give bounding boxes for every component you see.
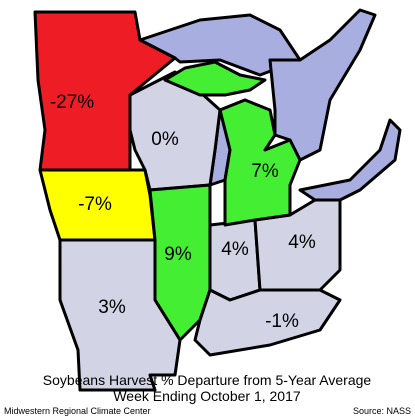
region: [218, 98, 302, 227]
region-label: -1%: [265, 311, 299, 332]
source: Source: NASS: [353, 406, 411, 416]
region-label: 4%: [221, 239, 249, 260]
lake: [268, 8, 377, 162]
credit: Midwestern Regional Climate Center: [4, 406, 151, 416]
region-label: -7%: [78, 194, 112, 215]
region-label: 9%: [164, 244, 192, 265]
region: [163, 60, 267, 97]
region-label: 3%: [98, 297, 126, 318]
title: Soybeans Harvest % Departure from 5-Year…: [43, 372, 372, 388]
subtitle: Week Ending October 1, 2017: [113, 388, 301, 404]
region: [193, 288, 342, 357]
region: [58, 238, 182, 392]
region-label: 0%: [151, 129, 179, 150]
region-label: -27%: [50, 92, 94, 113]
region-label: 7%: [251, 161, 279, 182]
region-label: 4%: [288, 232, 316, 253]
